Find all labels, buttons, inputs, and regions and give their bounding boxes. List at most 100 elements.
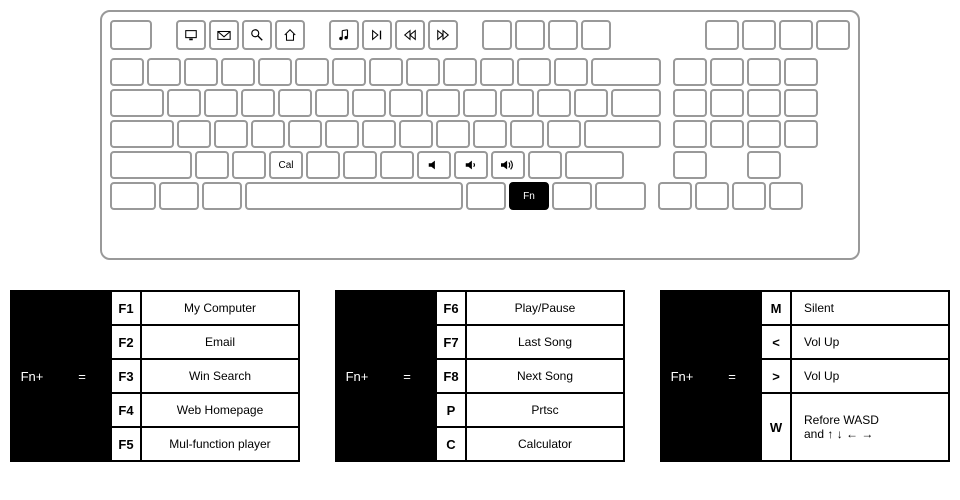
t3-d3: Refore WASD and ↑ ↓ ← → <box>791 393 949 461</box>
shift-right-key <box>565 151 624 179</box>
num-key <box>221 58 255 86</box>
letter-key <box>547 120 581 148</box>
vol-down-icon <box>464 158 478 172</box>
zxcv-row: Cal <box>110 151 850 179</box>
numpad-key <box>784 58 818 86</box>
num-key <box>258 58 292 86</box>
t1-k3: F4 <box>111 393 141 427</box>
c-key: Cal <box>269 151 303 179</box>
bottom-row: Fn <box>110 182 850 210</box>
letter-key <box>362 120 396 148</box>
left-arrow-key <box>658 182 692 210</box>
letter-key <box>389 89 423 117</box>
letter-key <box>510 120 544 148</box>
up-arrow-key <box>673 151 707 179</box>
caps-key <box>110 120 174 148</box>
f8-key <box>428 20 458 50</box>
comma-key <box>454 151 488 179</box>
fn-table-3: Fn+ M = Silent < Vol Up > Vol Up W Refor… <box>660 290 950 462</box>
t2-d2: Next Song <box>466 359 624 393</box>
letter-key <box>500 89 534 117</box>
t1-k0: F1 <box>111 291 141 325</box>
t2-k2: F8 <box>436 359 466 393</box>
num-key <box>443 58 477 86</box>
t3-k3: W <box>761 393 791 461</box>
letter-key <box>241 89 275 117</box>
letter-key <box>325 120 359 148</box>
keyboard-diagram: Cal Fn <box>100 10 860 260</box>
fn-key: Fn <box>509 182 549 210</box>
t2-k0: F6 <box>436 291 466 325</box>
extra-key-3 <box>779 20 813 50</box>
backspace-key <box>591 58 661 86</box>
ctrl-right-key <box>595 182 646 210</box>
numpad-key <box>784 89 818 117</box>
letter-key <box>167 89 201 117</box>
ins-key <box>673 58 707 86</box>
letter-key <box>436 120 470 148</box>
numpad-key <box>710 58 744 86</box>
letter-key <box>426 89 460 117</box>
right-arrow-key <box>732 182 766 210</box>
slash-key <box>528 151 562 179</box>
t3-k0: M <box>761 291 791 325</box>
mail-icon <box>217 28 231 42</box>
t1-d3: Web Homepage <box>141 393 299 427</box>
letter-key <box>463 89 497 117</box>
num-key <box>147 58 181 86</box>
menu-key <box>552 182 592 210</box>
t2-d0: Play/Pause <box>466 291 624 325</box>
play-pause-icon <box>370 28 384 42</box>
fn-eq: = <box>378 291 436 461</box>
f10-key <box>515 20 545 50</box>
number-row <box>110 58 850 86</box>
letter-key <box>306 151 340 179</box>
f12-key <box>581 20 611 50</box>
numpad-key <box>673 89 707 117</box>
letter-key <box>288 120 322 148</box>
t2-d1: Last Song <box>466 325 624 359</box>
space-key <box>245 182 463 210</box>
t1-k2: F3 <box>111 359 141 393</box>
qwerty-row <box>110 89 850 117</box>
extra-key-1 <box>705 20 739 50</box>
letter-key <box>195 151 229 179</box>
f5-key <box>329 20 359 50</box>
f4-key <box>275 20 305 50</box>
tab-key <box>110 89 164 117</box>
numpad-key <box>747 151 781 179</box>
numpad-key <box>710 120 744 148</box>
alt-left-key <box>202 182 242 210</box>
letter-key <box>380 151 414 179</box>
numpad-key <box>747 58 781 86</box>
search-icon <box>250 28 264 42</box>
esc-key <box>110 20 152 50</box>
backtick-key <box>110 58 144 86</box>
num-key <box>517 58 551 86</box>
numpad-key <box>710 89 744 117</box>
home-icon <box>283 28 297 42</box>
letter-key <box>343 151 377 179</box>
mute-icon <box>427 158 441 172</box>
t1-d4: Mul-function player <box>141 427 299 461</box>
t2-d3: Prtsc <box>466 393 624 427</box>
fn-table-2: Fn+ F6 = Play/Pause F7 Last Song F8 Next… <box>335 290 625 462</box>
f3-key <box>242 20 272 50</box>
fn-tables: Fn+ F1 = My Computer F2 Email F3 Win Sea… <box>10 290 950 462</box>
t1-d2: Win Search <box>141 359 299 393</box>
win-key <box>159 182 199 210</box>
num-key <box>554 58 588 86</box>
extra-key-4 <box>816 20 850 50</box>
t2-d4: Calculator <box>466 427 624 461</box>
t3-d0: Silent <box>791 291 949 325</box>
letter-key <box>473 120 507 148</box>
fn-table-1: Fn+ F1 = My Computer F2 Email F3 Win Sea… <box>10 290 300 462</box>
alt-right-key <box>466 182 506 210</box>
letter-key <box>204 89 238 117</box>
num-key <box>480 58 514 86</box>
f1-key <box>176 20 206 50</box>
t3-d1: Vol Up <box>791 325 949 359</box>
t3-d2: Vol Up <box>791 359 949 393</box>
forward-icon <box>436 28 450 42</box>
down-arrow-key <box>695 182 729 210</box>
